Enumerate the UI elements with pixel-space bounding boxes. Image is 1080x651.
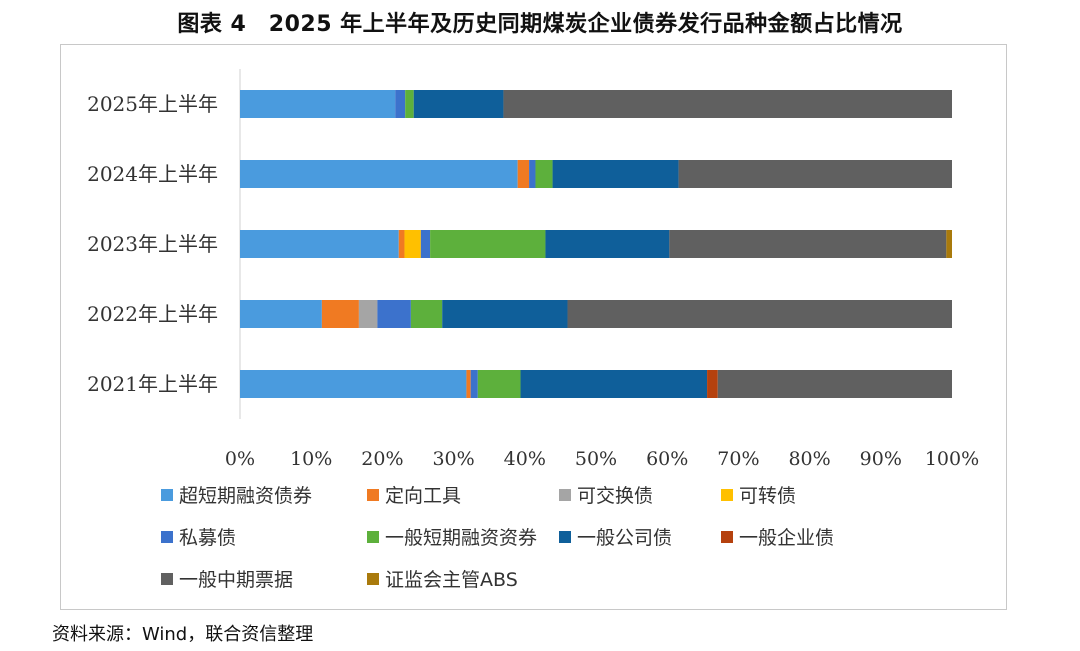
bar-segment-series-3-row-2 — [404, 230, 421, 258]
bar-segment-series-1-row-4 — [466, 370, 471, 398]
bar-segment-series-1-row-1 — [517, 160, 530, 188]
x-tick-label: 60% — [646, 448, 688, 470]
legend-swatch-series-0 — [161, 489, 173, 501]
legend-swatch-series-9 — [367, 573, 379, 585]
x-tick-label: 10% — [290, 448, 332, 470]
bar-segment-series-2-row-3 — [358, 300, 378, 328]
legend-label-series-1: 定向工具 — [385, 485, 461, 507]
bar-segment-series-7-row-4 — [707, 370, 718, 398]
bar-segment-series-4-row-3 — [377, 300, 411, 328]
legend-label-series-4: 私募债 — [179, 527, 236, 549]
bar-segment-series-9-row-2 — [946, 230, 952, 258]
bar-segment-series-4-row-1 — [529, 160, 536, 188]
legend-swatch-series-2 — [559, 489, 571, 501]
bar-segment-series-5-row-3 — [410, 300, 443, 328]
bar-segment-series-8-row-4 — [717, 370, 952, 398]
legend-label-series-2: 可交换债 — [577, 485, 653, 507]
bar-segment-series-6-row-2 — [545, 230, 670, 258]
x-tick-label: 30% — [432, 448, 474, 470]
source-note: 资料来源：Wind，联合资信整理 — [52, 624, 314, 645]
legend-label-series-5: 一般短期融资资券 — [385, 527, 537, 549]
x-tick-label: 80% — [788, 448, 830, 470]
legend-label-series-7: 一般企业债 — [739, 527, 834, 549]
category-label: 2024年上半年 — [87, 162, 218, 186]
bar-segment-series-6-row-3 — [442, 300, 568, 328]
bar-segment-series-6-row-0 — [413, 90, 504, 118]
legend-label-series-3: 可转债 — [739, 485, 796, 507]
bar-segment-series-4-row-4 — [470, 370, 478, 398]
chart-title: 图表 4 2025 年上半年及历史同期煤炭企业债券发行品种金额占比情况 — [177, 12, 903, 37]
bar-segment-series-5-row-1 — [535, 160, 553, 188]
legend-swatch-series-8 — [161, 573, 173, 585]
legend-swatch-series-1 — [367, 489, 379, 501]
x-tick-label: 0% — [225, 448, 255, 470]
bar-segment-series-4-row-2 — [420, 230, 431, 258]
bar-segment-series-8-row-3 — [567, 300, 952, 328]
category-label: 2022年上半年 — [87, 302, 218, 326]
legend-label-series-0: 超短期融资债券 — [179, 485, 312, 507]
legend-swatch-series-5 — [367, 531, 379, 543]
legend-swatch-series-7 — [721, 531, 733, 543]
bar-segment-series-8-row-2 — [669, 230, 947, 258]
legend-label-series-9: 证监会主管ABS — [385, 569, 518, 591]
bar-segment-series-5-row-2 — [430, 230, 546, 258]
category-label: 2021年上半年 — [87, 372, 218, 396]
x-tick-label: 20% — [361, 448, 403, 470]
category-label: 2025年上半年 — [87, 92, 218, 116]
x-tick-label: 40% — [504, 448, 546, 470]
bar-segment-series-0-row-3 — [240, 300, 322, 328]
x-tick-label: 90% — [860, 448, 902, 470]
legend-swatch-series-6 — [559, 531, 571, 543]
bar-segment-series-1-row-3 — [321, 300, 359, 328]
bar-segment-series-6-row-4 — [520, 370, 708, 398]
bar-segment-series-0-row-4 — [240, 370, 467, 398]
stacked-bar-chart: 2025年上半年 2024年上半年 2023年上半年 2022年上半年 2021年上半年… — [87, 69, 979, 591]
chart-frame: 2025年上半年 2024年上半年 2023年上半年 2022年上半年 2021年上半年… — [60, 44, 1007, 610]
x-tick-label: 100% — [925, 448, 979, 470]
legend-swatch-series-3 — [721, 489, 733, 501]
bar-segment-series-1-row-2 — [398, 230, 405, 258]
legend-swatch-series-4 — [161, 531, 173, 543]
category-label: 2023年上半年 — [87, 232, 218, 256]
bar-segment-series-0-row-2 — [240, 230, 399, 258]
bar-segment-series-5-row-0 — [405, 90, 414, 118]
bar-segment-series-8-row-1 — [678, 160, 952, 188]
legend-label-series-8: 一般中期票据 — [179, 569, 293, 591]
bar-segment-series-0-row-0 — [240, 90, 396, 118]
bar-segment-series-4-row-0 — [395, 90, 406, 118]
legend-label-series-6: 一般公司债 — [577, 527, 672, 549]
bar-segment-series-8-row-0 — [503, 90, 952, 118]
bar-segment-series-6-row-1 — [552, 160, 679, 188]
bar-segment-series-5-row-4 — [477, 370, 521, 398]
x-tick-label: 70% — [717, 448, 759, 470]
x-tick-label: 50% — [575, 448, 617, 470]
bar-segment-series-0-row-1 — [240, 160, 518, 188]
